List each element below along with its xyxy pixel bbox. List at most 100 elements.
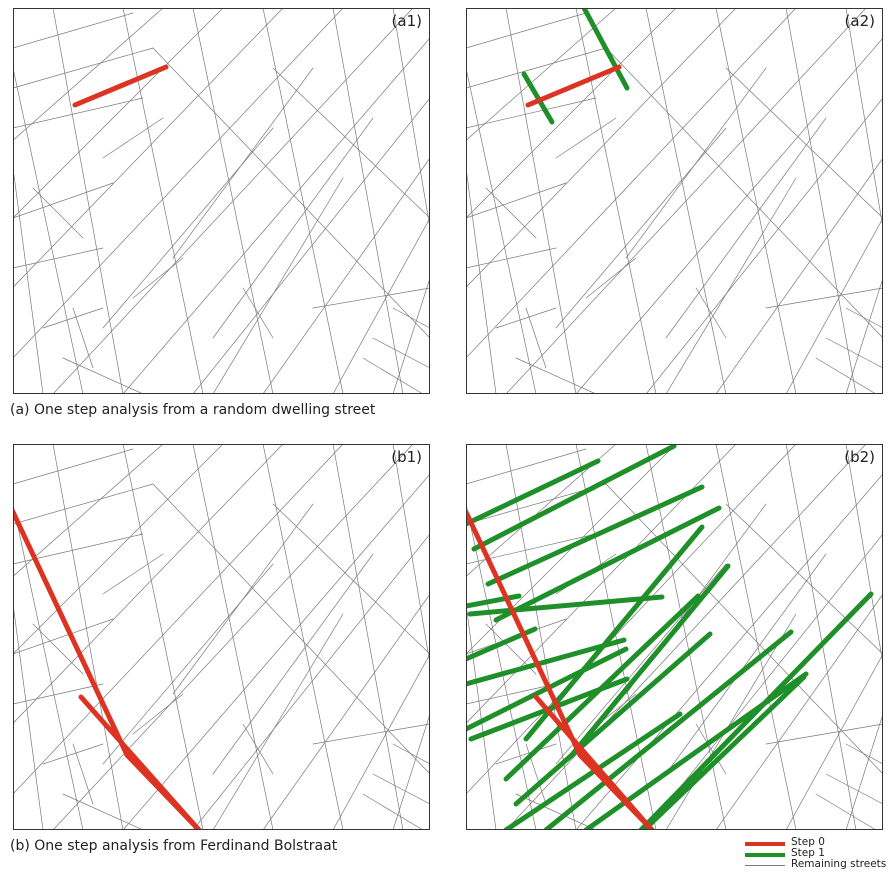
remaining-street: [102, 117, 164, 159]
step1-street: [466, 646, 629, 732]
legend-item-remaining: Remaining streets: [745, 858, 890, 870]
remaining-street: [262, 157, 430, 394]
remaining-street: [132, 257, 184, 299]
remaining-street: [555, 127, 727, 329]
panel-label: (b2): [844, 448, 875, 466]
remaining-street: [845, 743, 883, 765]
remaining-street: [715, 157, 883, 394]
remaining-street: [466, 47, 607, 89]
remaining-street: [645, 8, 727, 394]
remaining-street: [13, 683, 104, 705]
step1-street: [638, 591, 874, 830]
remaining-street: [132, 693, 184, 735]
remaining-street: [372, 337, 430, 369]
remaining-street: [695, 723, 727, 775]
legend-label-step0: Step 0: [791, 836, 825, 848]
remaining-street: [242, 723, 274, 775]
step1-street: [568, 563, 731, 759]
remaining-street: [13, 12, 134, 49]
remaining-street: [392, 277, 430, 394]
remaining-street: [122, 37, 430, 394]
remaining-street: [392, 8, 430, 229]
step1-street: [503, 593, 701, 782]
remaining-street: [466, 8, 737, 288]
remaining-street: [192, 533, 430, 830]
remaining-street: [715, 444, 797, 830]
remaining-street: [13, 483, 154, 525]
legend: Step 0 Step 1 Remaining streets: [745, 836, 890, 870]
step1-street: [466, 458, 601, 527]
remaining-street: [152, 483, 430, 775]
panel-frame: [466, 8, 883, 394]
remaining-street: [13, 503, 84, 830]
remaining-street: [392, 743, 430, 765]
remaining-street: [725, 67, 883, 219]
remaining-street: [13, 8, 284, 288]
remaining-street: [72, 743, 94, 805]
step1-street: [493, 505, 722, 623]
remaining-street: [332, 653, 430, 830]
remaining-street: [212, 613, 344, 830]
remaining-street: [262, 444, 344, 830]
remaining-street: [575, 473, 883, 830]
remaining-street: [312, 723, 430, 745]
remaining-street: [785, 217, 883, 394]
remaining-street: [845, 713, 883, 830]
remaining-street: [466, 683, 557, 705]
remaining-street: [272, 503, 430, 655]
remaining-street: [62, 793, 144, 830]
remaining-street: [505, 8, 577, 394]
step1-street: [471, 444, 677, 552]
remaining-street: [555, 563, 727, 765]
remaining-street: [13, 8, 344, 359]
remaining-street: [392, 307, 430, 329]
remaining-street: [665, 177, 797, 394]
remaining-street: [715, 8, 797, 394]
remaining-street: [515, 357, 597, 394]
remaining-street: [466, 167, 497, 394]
panel-label: (b1): [391, 448, 422, 466]
remaining-street: [575, 37, 883, 394]
remaining-street: [495, 307, 557, 329]
remaining-street: [122, 8, 204, 394]
legend-swatch-remaining: [745, 865, 785, 866]
remaining-street: [466, 97, 597, 129]
remaining-street: [466, 12, 587, 49]
remaining-street: [13, 444, 164, 577]
remaining-street: [13, 47, 154, 89]
remaining-street: [845, 277, 883, 394]
panel-label: (a1): [392, 12, 422, 30]
remaining-street: [13, 97, 144, 129]
remaining-street: [715, 593, 883, 830]
remaining-street: [605, 483, 883, 775]
remaining-street: [13, 167, 44, 394]
remaining-street: [466, 444, 677, 655]
panel-a2: (a2): [466, 8, 883, 394]
remaining-street: [466, 8, 677, 219]
remaining-street: [362, 793, 424, 830]
remaining-street: [845, 444, 883, 665]
panel-b1: (b1): [13, 444, 430, 830]
remaining-street: [515, 793, 597, 830]
remaining-street: [13, 444, 284, 724]
remaining-street: [332, 444, 404, 830]
legend-swatch-step0: [745, 842, 785, 846]
step0-street: [72, 64, 169, 108]
remaining-street: [466, 182, 567, 219]
remaining-street: [392, 713, 430, 830]
remaining-street: [785, 8, 857, 394]
remaining-street: [212, 117, 374, 339]
remaining-street: [152, 47, 430, 339]
remaining-street: [665, 613, 797, 830]
remaining-street: [362, 357, 424, 394]
remaining-street: [192, 8, 274, 394]
remaining-street: [785, 653, 883, 830]
remaining-street: [785, 444, 857, 830]
legend-item-step0: Step 0: [745, 836, 890, 848]
legend-swatch-step1: [745, 853, 785, 857]
remaining-street: [262, 593, 430, 830]
remaining-street: [52, 8, 124, 394]
remaining-street: [466, 503, 537, 830]
step0-street: [525, 64, 622, 108]
panel-b2: (b2): [466, 444, 883, 830]
